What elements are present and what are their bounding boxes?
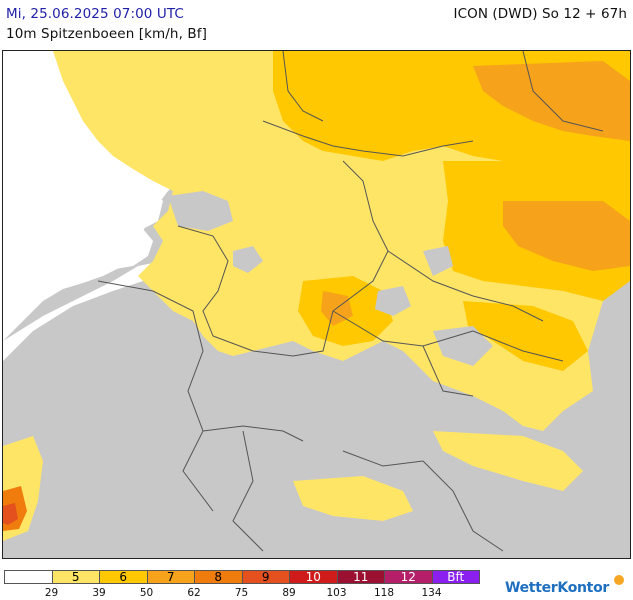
- legend-swatch: 12: [384, 570, 433, 584]
- legend-tick: 118: [373, 587, 395, 599]
- grey-patch-poland: [423, 246, 453, 276]
- border-baltic-coast: [262, 120, 474, 157]
- map-datetime: Mi, 25.06.2025 07:00 UTC: [6, 6, 184, 22]
- english-channel: [3, 263, 153, 361]
- legend-tick: 62: [187, 587, 201, 599]
- gust-field-6-southeast: [463, 301, 588, 371]
- border-de-south: [212, 310, 334, 357]
- legend-swatch: Bft: [431, 570, 480, 584]
- legend-tick-labels: 29 39 50 62 75 89 103 118 134: [4, 587, 504, 599]
- border-balkan: [422, 460, 504, 552]
- gust-field-9-spain: [3, 503, 18, 525]
- border-de-east: [332, 160, 389, 312]
- border-denmark: [282, 51, 324, 122]
- gust-legend: 5 6 7 8 9 10 11 12 Bft: [4, 570, 480, 586]
- border-de-west: [177, 225, 229, 337]
- gust-map-canvas: [3, 51, 630, 558]
- model-run-label: ICON (DWD) So 12 + 67h: [453, 6, 627, 22]
- england-land: [3, 51, 163, 301]
- parameter-label: 10m Spitzenboeen [km/h, Bf]: [6, 26, 207, 42]
- legend-tick: 89: [282, 587, 296, 599]
- grey-patch-netherlands: [168, 191, 233, 231]
- legend-swatch: 6: [99, 570, 148, 584]
- legend-tick: 134: [421, 587, 442, 599]
- brand-name: WetterKontor: [504, 580, 609, 596]
- border-pl-cz: [387, 250, 544, 322]
- legend-tick: 103: [326, 587, 347, 599]
- legend-swatch: 8: [194, 570, 243, 584]
- border-cz-at: [332, 310, 474, 347]
- border-slovenia: [342, 450, 424, 467]
- border-slovakia: [472, 330, 564, 362]
- legend-tick: 39: [92, 587, 106, 599]
- border-ch: [202, 425, 304, 442]
- legend-swatch: 9: [241, 570, 290, 584]
- grey-patch-czech: [375, 286, 411, 316]
- legend-tick: 50: [139, 587, 154, 599]
- legend-swatch: 10: [289, 570, 338, 584]
- gust-field-7-east: [503, 201, 630, 271]
- legend-tick: 29: [44, 587, 59, 599]
- gust-field-7-ne: [473, 61, 630, 141]
- gust-field-5-alps: [293, 476, 413, 521]
- legend-swatch: 7: [146, 570, 195, 584]
- grey-patch-hungary: [433, 326, 493, 366]
- wetterkontor-logo-icon: [614, 575, 624, 585]
- border-at-hu: [422, 345, 474, 397]
- gust-field-5-balkan: [433, 431, 583, 491]
- weather-map: [2, 50, 631, 559]
- border-it: [232, 430, 264, 552]
- country-borders: [97, 51, 604, 552]
- border-fr: [97, 280, 214, 512]
- legend-swatch: [4, 570, 53, 584]
- legend-swatch: 11: [336, 570, 385, 584]
- grey-patch-west: [233, 246, 263, 273]
- legend-tick: 75: [234, 587, 249, 599]
- legend-swatch: 5: [51, 570, 100, 584]
- border-lithuania: [522, 51, 604, 132]
